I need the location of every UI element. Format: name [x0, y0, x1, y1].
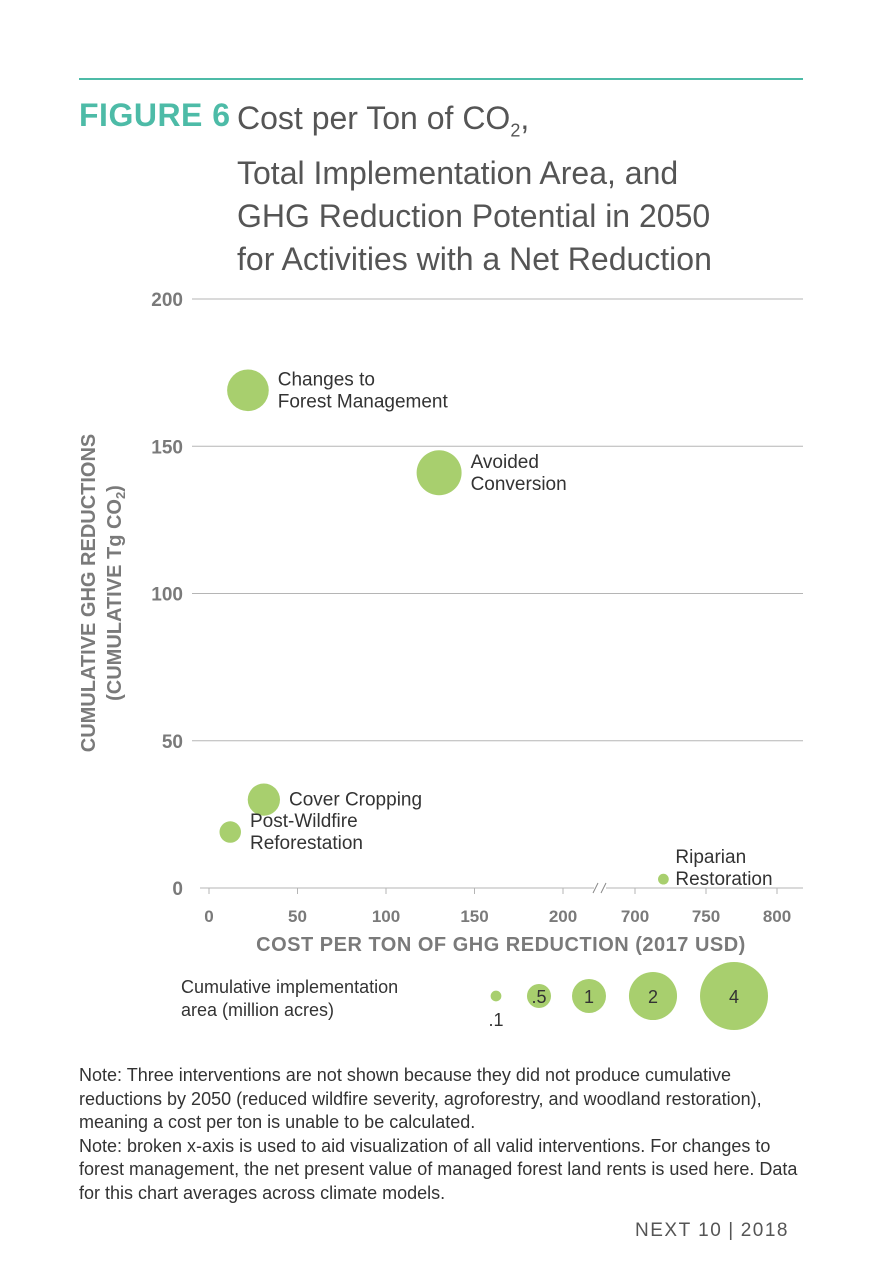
- bubble-label: Conversion: [471, 474, 567, 495]
- legend-bubble: [700, 962, 768, 1030]
- axis-break-mark: [592, 882, 599, 894]
- x-tick-label: 750: [692, 907, 720, 926]
- title-subscript: 2: [510, 120, 521, 141]
- data-bubble: [658, 873, 669, 885]
- title-line-1-end: ,: [520, 100, 530, 136]
- legend-title-line-1: Cumulative implementation: [181, 977, 399, 997]
- legend-title: Cumulative implementation area (million …: [181, 976, 398, 1022]
- bubble-label: Restoration: [675, 869, 772, 890]
- y-axis-title-subscript: 2: [113, 492, 128, 499]
- x-tick-label: 800: [763, 907, 791, 926]
- x-tick-label: 700: [621, 907, 649, 926]
- footer: NEXT 10 | 2018: [635, 1220, 789, 1242]
- legend-bubble: [490, 990, 502, 1002]
- data-bubble: [416, 450, 462, 496]
- bubble-label: Forest Management: [278, 391, 449, 412]
- figure-title: Cost per Ton of CO2, Total Implementatio…: [237, 97, 797, 281]
- bubble-label: Avoided: [471, 452, 539, 473]
- title-line-1: Cost per Ton of CO: [237, 100, 511, 136]
- legend-bubble-label: 1: [584, 987, 594, 1007]
- footer-year: 2018: [740, 1220, 789, 1241]
- legend-bubble: [572, 979, 606, 1013]
- bubble-chart: 0 50 100 150 200 0 50 100 150 200 700 750 800 COST PE…: [78, 290, 803, 1030]
- legend-bubble-label: 4: [729, 987, 739, 1007]
- title-line-4: for Activities with a Net Reduction: [237, 241, 712, 278]
- bubble-label: Reforestation: [250, 833, 363, 854]
- y-tick-label: 0: [172, 879, 183, 900]
- chart-note: Note: Three interventions are not shown …: [79, 1064, 809, 1205]
- x-tick-label: 200: [549, 907, 577, 926]
- title-line-2: Total Implementation Area, and: [237, 155, 679, 192]
- y-tick-label: 50: [162, 732, 183, 753]
- x-tick-label: 150: [460, 907, 488, 926]
- bubble-label: Cover Cropping: [289, 790, 422, 811]
- x-tick-label: 100: [372, 907, 400, 926]
- y-tick-label: 150: [151, 437, 183, 458]
- y-tick-label: 100: [151, 585, 183, 606]
- footer-separator: |: [728, 1220, 735, 1241]
- title-line-3: GHG Reduction Potential in 2050: [237, 198, 711, 235]
- axis-break-mark: [600, 882, 607, 894]
- bubble-label: Changes to: [278, 369, 375, 390]
- y-tick-label: 200: [151, 290, 183, 311]
- legend-bubble: [628, 971, 678, 1021]
- legend-bubble-label: .1: [488, 1010, 503, 1030]
- bubble-label: Riparian: [675, 847, 746, 868]
- x-tick-label: 0: [204, 907, 213, 926]
- figure-label: FIGURE 6: [79, 97, 231, 133]
- y-axis-title-end: ): [104, 485, 126, 492]
- y-axis-title-line-2: (CUMULATIVE Tg CO2): [104, 485, 128, 701]
- bubble-label: Post-Wildfire: [250, 811, 358, 832]
- footer-publisher: NEXT 10: [635, 1220, 723, 1241]
- legend-bubble: [526, 983, 552, 1009]
- y-axis-title-line-1: CUMULATIVE GHG REDUCTIONS: [78, 434, 100, 753]
- note-line-1: Note: Three interventions are not shown …: [79, 1065, 762, 1132]
- legend-title-line-2: area (million acres): [181, 1000, 335, 1020]
- note-line-2: Note: broken x-axis is used to aid visua…: [79, 1135, 798, 1203]
- legend-bubble-label: 2: [648, 987, 658, 1007]
- data-bubble: [227, 369, 269, 412]
- legend-bubble-label: .5: [531, 987, 546, 1007]
- data-bubble: [219, 821, 241, 843]
- x-axis-title: COST PER TON OF GHG REDUCTION (2017 USD): [256, 934, 746, 956]
- top-rule: [79, 78, 803, 80]
- data-bubble: [247, 783, 280, 816]
- x-tick-label: 50: [288, 907, 307, 926]
